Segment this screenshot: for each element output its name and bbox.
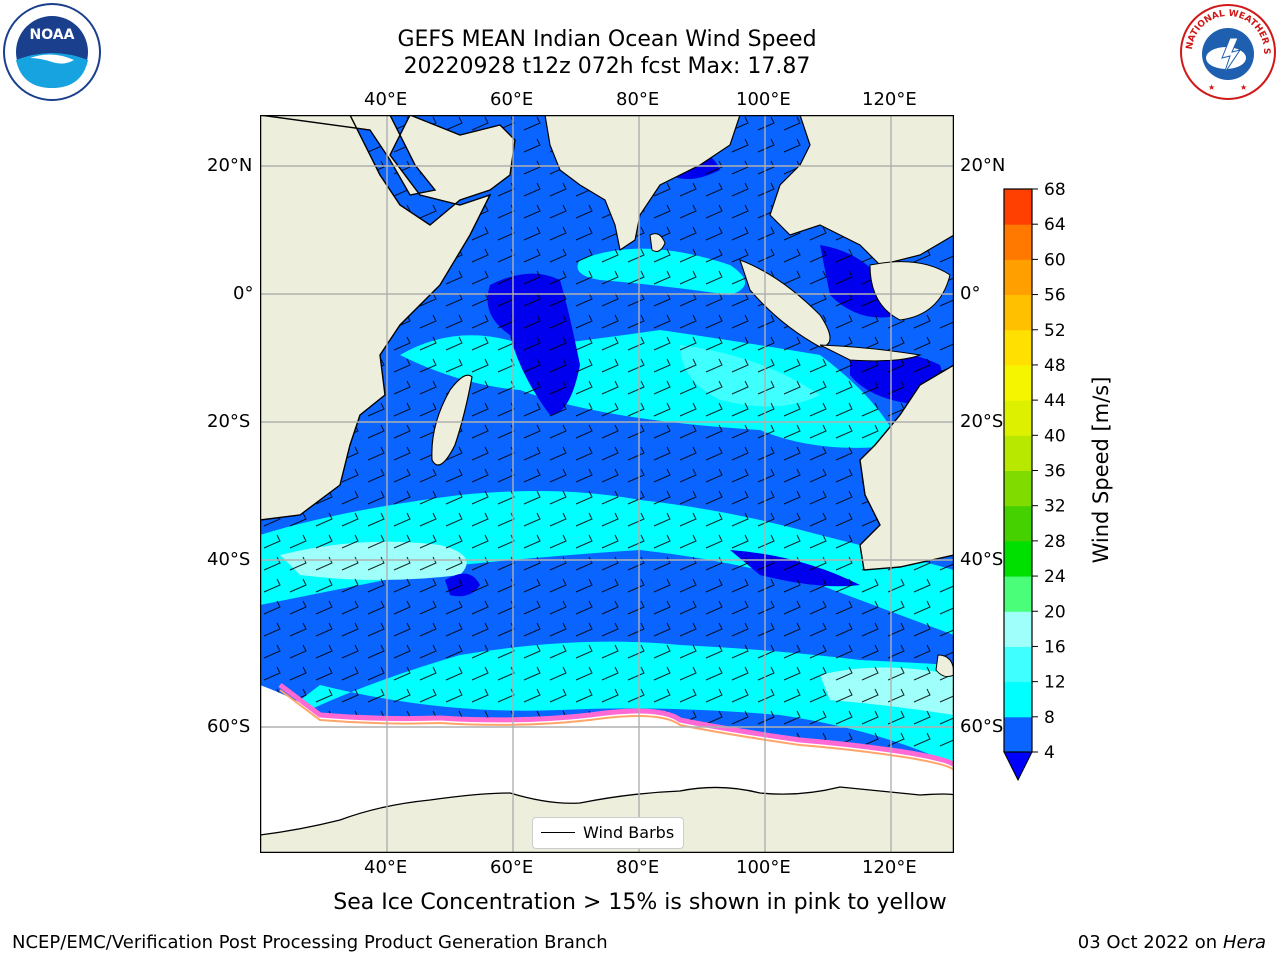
lon-label-bottom: 120°E	[862, 857, 917, 878]
colorbar-tick-label: 32	[1044, 497, 1066, 517]
colorbar-cell	[1004, 505, 1032, 542]
land-sumatra	[739, 259, 831, 348]
colorbar-tick-label: 48	[1044, 356, 1066, 376]
colorbar-tick-label: 60	[1044, 250, 1066, 270]
lat-label-right: 60°S	[960, 716, 1004, 737]
map-title: GEFS MEAN Indian Ocean Wind Speed	[397, 27, 817, 52]
colorbar-tick-label: 56	[1044, 286, 1066, 306]
colorbar-under-arrow	[1003, 751, 1033, 782]
lat-label-right: 20°N	[960, 155, 1006, 176]
lat-label-right: 40°S	[960, 549, 1004, 570]
nws-logo: NATIONAL WEATHER SERVICE ★ ★	[1178, 2, 1276, 100]
colorbar-cell	[1004, 646, 1032, 683]
lat-label-right: 20°S	[960, 411, 1004, 432]
lon-label-top: 60°E	[490, 89, 534, 110]
lon-label-top: 80°E	[616, 89, 660, 110]
svg-text:★: ★	[1208, 83, 1215, 92]
legend-label: Wind Barbs	[583, 823, 675, 842]
colorbar-cell	[1004, 576, 1032, 612]
lat-label-right: 0°	[960, 283, 981, 304]
colorbar-cell	[1004, 611, 1032, 647]
lon-label-top: 40°E	[364, 89, 408, 110]
svg-text:★: ★	[1240, 83, 1247, 92]
land-southeast-asia	[769, 115, 954, 266]
sea-ice-concentration-fringe	[279, 689, 954, 771]
colorbar-tick-label: 36	[1044, 462, 1066, 482]
sea-ice-concentration	[278, 682, 954, 767]
colorbar-cell	[1004, 540, 1032, 577]
lon-label-bottom: 100°E	[736, 857, 791, 878]
colorbar-cell	[1004, 329, 1032, 366]
lon-label-bottom: 40°E	[364, 857, 408, 878]
colorbar-cell	[1004, 470, 1032, 507]
map-subtitle-forecast: 20220928 t12z 072h fcst Max: 17.87	[403, 54, 811, 79]
footer-machine: Hera	[1222, 932, 1266, 953]
colorbar-cell	[1004, 189, 1032, 225]
noaa-logo-text: NOAA	[30, 27, 75, 43]
colorbar-tick-label: 20	[1044, 602, 1066, 622]
colorbar-cell	[1004, 400, 1032, 436]
land-australia	[859, 364, 954, 571]
colorbar-tick-label: 24	[1044, 567, 1066, 587]
sea-ice-note: Sea Ice Concentration > 15% is shown in …	[333, 890, 947, 915]
colorbar-tick-label: 52	[1044, 321, 1066, 341]
wind-barb-legend-line	[541, 832, 575, 833]
graticule	[260, 115, 954, 853]
colorbar-cell	[1004, 294, 1032, 331]
colorbar-tick-label: 68	[1044, 180, 1066, 200]
colorbar-label: Wind Speed [m/s]	[1089, 377, 1113, 564]
lon-label-top: 120°E	[862, 89, 917, 110]
noaa-logo: NOAA	[3, 3, 101, 101]
colorbar-tick-label: 40	[1044, 426, 1066, 446]
map-frame	[260, 115, 954, 853]
wind-speed-map	[260, 115, 954, 853]
colorbar-cell	[1004, 224, 1032, 260]
footer-date: 03 Oct 2022 on Hera	[1078, 932, 1266, 953]
land-india	[544, 115, 741, 251]
land-java	[819, 344, 922, 362]
map-legend: Wind Barbs	[532, 817, 684, 849]
lon-label-bottom: 60°E	[490, 857, 534, 878]
footer-date-text: 03 Oct 2022 on	[1077, 932, 1223, 953]
land-sri-lanka	[649, 233, 666, 252]
lat-label-left: 20°S	[207, 411, 251, 432]
colorbar-tick-label: 8	[1044, 708, 1055, 728]
lon-label-top: 100°E	[736, 89, 791, 110]
land-borneo	[869, 261, 951, 321]
colorbar-cell	[1004, 435, 1032, 471]
colorbar-tick-label: 28	[1044, 532, 1066, 552]
colorbar-tick-label: 16	[1044, 637, 1066, 657]
colorbar-cell	[1004, 681, 1032, 718]
footer-credit: NCEP/EMC/Verification Post Processing Pr…	[12, 932, 608, 953]
lat-label-left: 60°S	[207, 716, 251, 737]
land-madagascar	[431, 374, 473, 466]
lon-label-bottom: 80°E	[616, 857, 660, 878]
colorbar-tick-label: 64	[1044, 215, 1066, 235]
colorbar-tick-label: 4	[1044, 743, 1055, 763]
colorbar-cells	[1004, 189, 1032, 753]
colorbar-cell	[1004, 259, 1032, 296]
colorbar-cell	[1004, 364, 1032, 401]
colorbar-tick-label: 12	[1044, 673, 1066, 693]
colorbar-tick-label: 44	[1044, 391, 1066, 411]
colorbar-cell	[1004, 716, 1032, 753]
lat-label-left: 0°	[233, 283, 254, 304]
lat-label-left: 40°S	[207, 549, 251, 570]
lat-label-left: 20°N	[207, 155, 253, 176]
